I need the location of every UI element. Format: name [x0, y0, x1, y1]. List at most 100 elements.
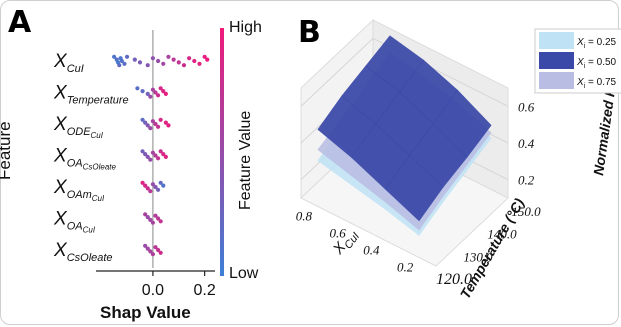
legend-entry: Xi = 0.25: [576, 37, 617, 50]
shap-point: [187, 56, 192, 61]
shap-point: [148, 189, 153, 194]
shap-point: [153, 213, 158, 218]
colorbar-high-label: High: [229, 19, 262, 36]
panel-b-label: B: [298, 15, 321, 50]
shap-point: [166, 54, 171, 59]
shap-point: [150, 182, 156, 187]
shap-point: [140, 117, 145, 122]
shap-point: [192, 58, 197, 64]
legend-swatch: [539, 32, 574, 49]
panel-a-label: A: [8, 5, 32, 40]
shap-feature-labels: XCuI XTemperature XODECuI XOACsOleate XOAmCu…: [53, 51, 129, 264]
shap-x-ticks: 0.0 0.2: [142, 271, 216, 299]
shap-point: [205, 57, 210, 62]
shap-point: [148, 126, 153, 131]
feature-label: XOAmCuI: [53, 177, 105, 203]
shap-point: [145, 91, 150, 96]
shap-point: [124, 54, 130, 59]
surface-x-tick-label: 0.4: [363, 243, 380, 258]
shap-point: [155, 124, 161, 129]
shap-point: [176, 60, 181, 65]
shap-point: [153, 184, 158, 190]
feature-label: XTemperature: [53, 83, 129, 107]
legend-entry: Xi = 0.75: [576, 77, 617, 90]
shap-point: [181, 63, 187, 68]
shap-point: [148, 217, 153, 222]
shap-point: [122, 61, 127, 66]
shap-point: [153, 121, 158, 127]
shap-point: [140, 149, 145, 154]
shap-point: [197, 61, 202, 66]
shap-point: [150, 87, 156, 92]
shap-point: [145, 123, 150, 128]
shap-point: [158, 180, 163, 185]
shap-point: [145, 186, 150, 191]
shap-x-tick-label: 0.2: [194, 282, 216, 299]
shap-point: [148, 94, 153, 99]
shap-point: [155, 156, 161, 161]
surface-y-tick-label: 140.0: [487, 227, 517, 242]
shap-point: [143, 120, 148, 125]
shap-point: [161, 183, 166, 188]
shap-point: [117, 63, 122, 68]
shap-point: [150, 150, 156, 155]
feature-label: XOACsOleate: [53, 146, 116, 172]
shap-point: [140, 180, 145, 185]
surface-1: [317, 35, 492, 222]
surface-y-tick-label: 130.0: [463, 249, 493, 264]
shap-point: [161, 61, 166, 66]
colorbar-low-label: Low: [229, 265, 259, 282]
shap-point: [161, 89, 166, 94]
shap-point: [155, 247, 161, 253]
shap-point: [143, 212, 148, 217]
shap-point: [145, 215, 150, 220]
shap-point: [153, 245, 158, 250]
shap-point: [158, 219, 163, 224]
shap-point: [150, 252, 156, 257]
shap-point: [143, 183, 148, 188]
shap-point: [150, 56, 156, 61]
surface-patch: [365, 35, 425, 93]
shap-point: [143, 243, 148, 248]
shap-point: [150, 119, 156, 124]
shap-point: [163, 120, 168, 125]
shap-point: [163, 91, 168, 96]
shap-point: [119, 58, 124, 64]
legend-entry: Xi = 0.50: [576, 57, 617, 70]
shap-x-axis-title: Shap Value: [100, 303, 191, 322]
shap-point: [140, 89, 145, 94]
shap-point: [161, 152, 166, 157]
shap-point: [202, 54, 207, 59]
shap-point: [143, 152, 148, 157]
shap-point: [158, 86, 163, 91]
surface-3d-surfaces: [317, 35, 492, 236]
shap-point: [155, 58, 161, 64]
shap-point: [171, 57, 176, 62]
shap-point: [132, 57, 137, 62]
feature-label: XCuI: [53, 51, 84, 75]
shap-point: [112, 54, 117, 59]
shap-point: [145, 154, 150, 159]
shap-points: [112, 54, 210, 257]
shap-point: [158, 117, 163, 122]
shap-point: [145, 63, 150, 68]
shap-point: [166, 123, 171, 128]
shap-point: [148, 157, 153, 162]
surface-y-tick-label: 120.0: [436, 271, 472, 288]
surface-x-tick-label: 0.6: [330, 226, 347, 241]
surface-z-tick-label: 0.4: [518, 136, 535, 151]
shap-point: [153, 90, 158, 95]
shap-point: [137, 60, 143, 65]
shap-point: [150, 220, 156, 225]
shap-x-tick-label: 0.0: [142, 282, 164, 299]
colorbar-title: Feature Value: [237, 111, 254, 210]
surface-x-tick-label: 0.2: [397, 260, 414, 275]
shap-point: [158, 149, 163, 154]
shap-point: [155, 187, 161, 192]
feature-label: XOACuI: [53, 209, 96, 235]
shap-point: [145, 246, 150, 251]
legend-swatch: [539, 52, 574, 69]
shap-point: [163, 154, 168, 159]
